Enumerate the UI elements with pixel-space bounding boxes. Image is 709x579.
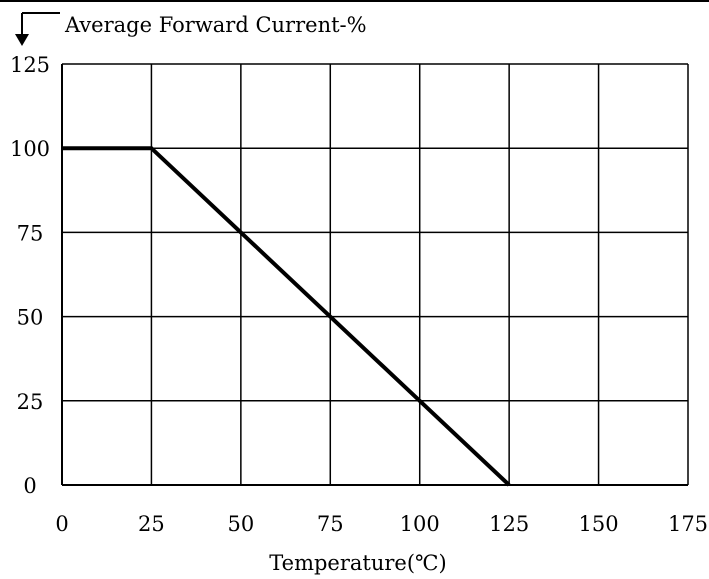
top-rule — [0, 0, 709, 2]
y-tick-label: 50 — [17, 306, 44, 330]
y-tick-labels: 0 25 50 75 100 125 — [10, 53, 50, 498]
y-axis-title-marker — [15, 12, 60, 46]
series-line — [62, 146, 511, 487]
y-tick-label: 100 — [10, 137, 50, 161]
x-tick-label: 125 — [489, 512, 529, 536]
x-tick-label: 175 — [668, 512, 708, 536]
series-line-layer — [62, 146, 511, 487]
x-tick-labels: 0 25 50 75 100 125 150 175 — [55, 512, 708, 536]
x-tick-label: 50 — [227, 512, 254, 536]
y-tick-label: 25 — [17, 390, 44, 414]
y-tick-label: 125 — [10, 53, 50, 77]
y-tick-label: 75 — [17, 221, 44, 245]
x-axis-title: Temperature(℃) — [269, 551, 446, 575]
x-tick-label: 25 — [138, 512, 165, 536]
x-tick-label: 0 — [55, 512, 68, 536]
x-tick-label: 75 — [317, 512, 344, 536]
x-tick-label: 150 — [579, 512, 619, 536]
x-tick-label: 100 — [400, 512, 440, 536]
y-tick-label: 0 — [23, 474, 36, 498]
grid — [61, 63, 689, 486]
y-axis-title: Average Forward Current-% — [64, 13, 367, 37]
